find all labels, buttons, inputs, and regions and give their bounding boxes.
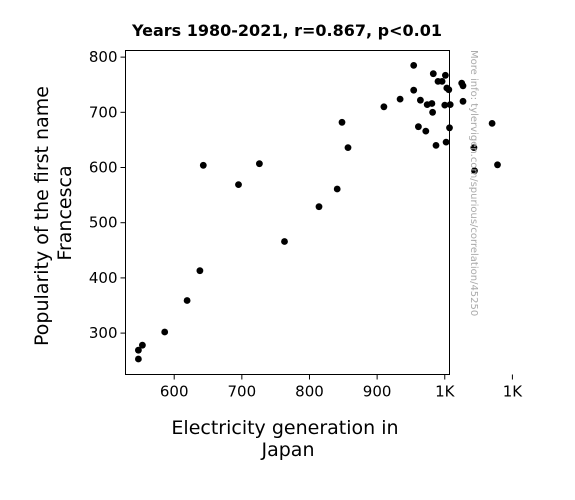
x-tick-label-1: 700 (228, 383, 257, 401)
y-axis-label: Popularity of the first name Francesca (31, 80, 76, 346)
data-point-10 (315, 203, 323, 211)
x-tick-label-5: 1K (503, 383, 524, 401)
data-point-0 (135, 355, 142, 363)
data-point-23 (429, 108, 436, 116)
data-point-12 (338, 118, 346, 126)
data-point-7 (235, 181, 242, 189)
watermark-text: More info: tylervigen.com/spurious/corre… (468, 50, 479, 316)
y-tick-label-1: 400 (89, 269, 118, 287)
data-point-13 (344, 144, 352, 152)
data-point-39 (471, 167, 478, 175)
data-point-3 (161, 328, 169, 336)
data-point-37 (459, 97, 467, 105)
data-point-19 (417, 96, 424, 104)
data-point-41 (494, 161, 501, 169)
chart-title: Years 1980-2021, r=0.867, p<0.01 (131, 21, 442, 40)
data-point-28 (441, 101, 449, 109)
data-point-32 (445, 86, 453, 94)
x-tick-label-4: 1K (435, 383, 456, 401)
data-points (135, 62, 501, 363)
x-axis-ticks: 600 700 800 900 1K 1K (160, 374, 524, 401)
data-point-29 (442, 71, 449, 79)
data-point-14 (380, 103, 388, 111)
data-point-34 (446, 101, 454, 108)
y-tick-label-3: 600 (89, 159, 118, 177)
y-axis-label-line-1: Popularity of the first name (31, 86, 53, 346)
data-point-11 (333, 185, 341, 193)
x-axis-label-line-2: Japan (261, 439, 315, 461)
data-point-22 (428, 100, 436, 107)
data-point-24 (429, 70, 437, 78)
data-point-25 (432, 142, 440, 149)
data-point-20 (422, 127, 430, 135)
x-axis-label: Electricity generation in Japan (171, 417, 404, 461)
data-point-2 (139, 341, 146, 349)
data-point-17 (410, 86, 418, 94)
data-point-5 (196, 267, 204, 275)
y-axis-label-line-2: Francesca (54, 165, 76, 260)
data-point-1 (135, 346, 142, 354)
x-tick-label-2: 800 (295, 383, 324, 401)
x-tick-label-3: 900 (363, 383, 392, 401)
data-point-15 (396, 95, 404, 103)
x-tick-label-0: 600 (160, 383, 189, 401)
data-point-30 (442, 138, 450, 146)
data-point-18 (415, 123, 422, 131)
data-point-16 (410, 62, 418, 69)
data-point-40 (488, 120, 496, 127)
y-axis-ticks: 300 400 500 600 700 800 (89, 48, 126, 342)
data-point-6 (199, 161, 207, 169)
y-tick-label-4: 700 (89, 103, 118, 121)
data-point-36 (459, 82, 467, 90)
y-tick-label-5: 800 (89, 48, 118, 66)
data-point-4 (183, 297, 191, 304)
data-point-27 (438, 78, 446, 85)
y-tick-label-2: 500 (89, 214, 118, 232)
plot-frame (125, 50, 450, 375)
y-tick-label-0: 300 (89, 324, 118, 342)
x-axis-label-line-1: Electricity generation in (171, 417, 398, 439)
data-point-9 (281, 238, 288, 245)
data-point-38 (470, 144, 478, 152)
data-point-8 (256, 160, 263, 168)
